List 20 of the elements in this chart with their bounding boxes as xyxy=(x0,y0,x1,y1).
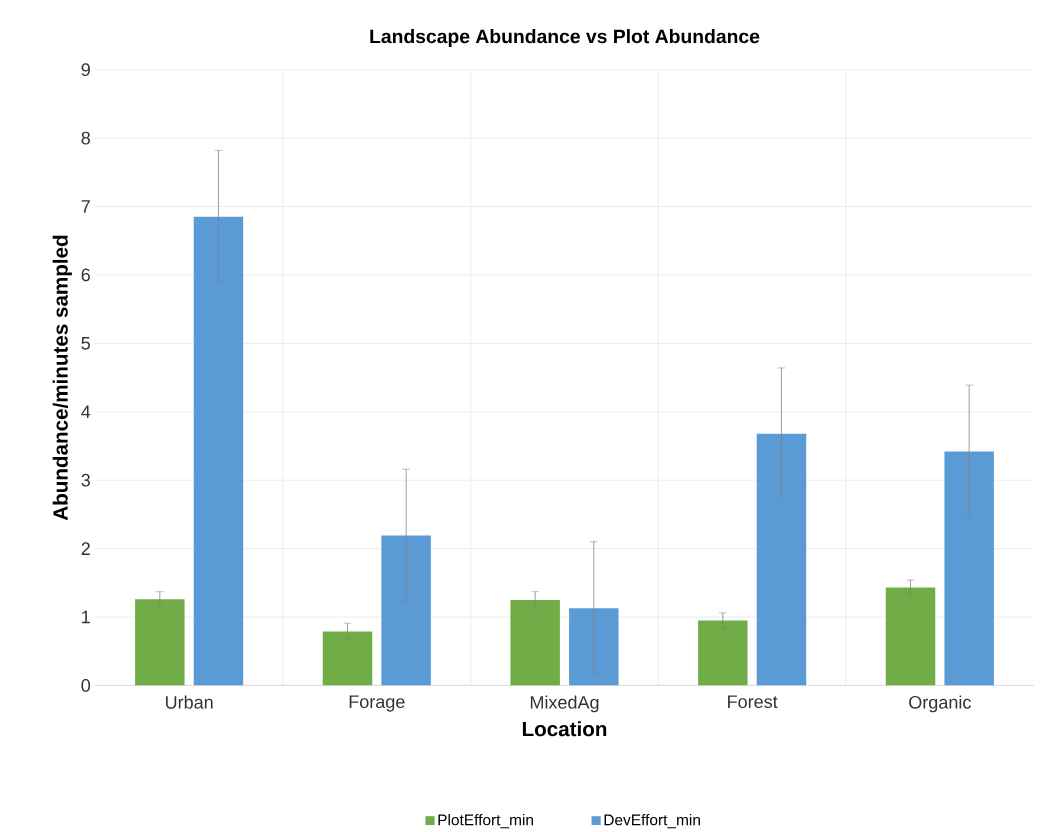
legend-label: PlotEffort_min xyxy=(438,813,533,829)
y-tick-label: 8 xyxy=(81,131,90,145)
y-tick-label: 4 xyxy=(81,405,91,418)
x-axis-title: Location xyxy=(522,721,607,737)
chart-title: Landscape Abundance vs Plot Abundance xyxy=(370,28,760,47)
y-tick-label: 0 xyxy=(81,678,91,692)
y-tick-label: 2 xyxy=(81,542,90,555)
x-tick-label: MixedAg xyxy=(530,695,599,713)
y-tick-label: 9 xyxy=(81,63,90,76)
x-tick-label: Forage xyxy=(349,695,405,712)
x-tick-label: Forest xyxy=(728,695,778,708)
y-tick-label: 1 xyxy=(82,610,90,624)
y-tick-label: 3 xyxy=(81,473,90,487)
y-tick-label: 7 xyxy=(81,200,90,213)
y-tick-label: 5 xyxy=(81,336,90,350)
x-tick-label: Urban xyxy=(165,695,213,709)
y-tick-label: 6 xyxy=(81,268,90,282)
x-tick-label: Organic xyxy=(909,695,971,713)
legend-label: DevEffort_min xyxy=(604,813,700,829)
y-axis-title: Abundance/minutes sampled xyxy=(52,235,72,521)
